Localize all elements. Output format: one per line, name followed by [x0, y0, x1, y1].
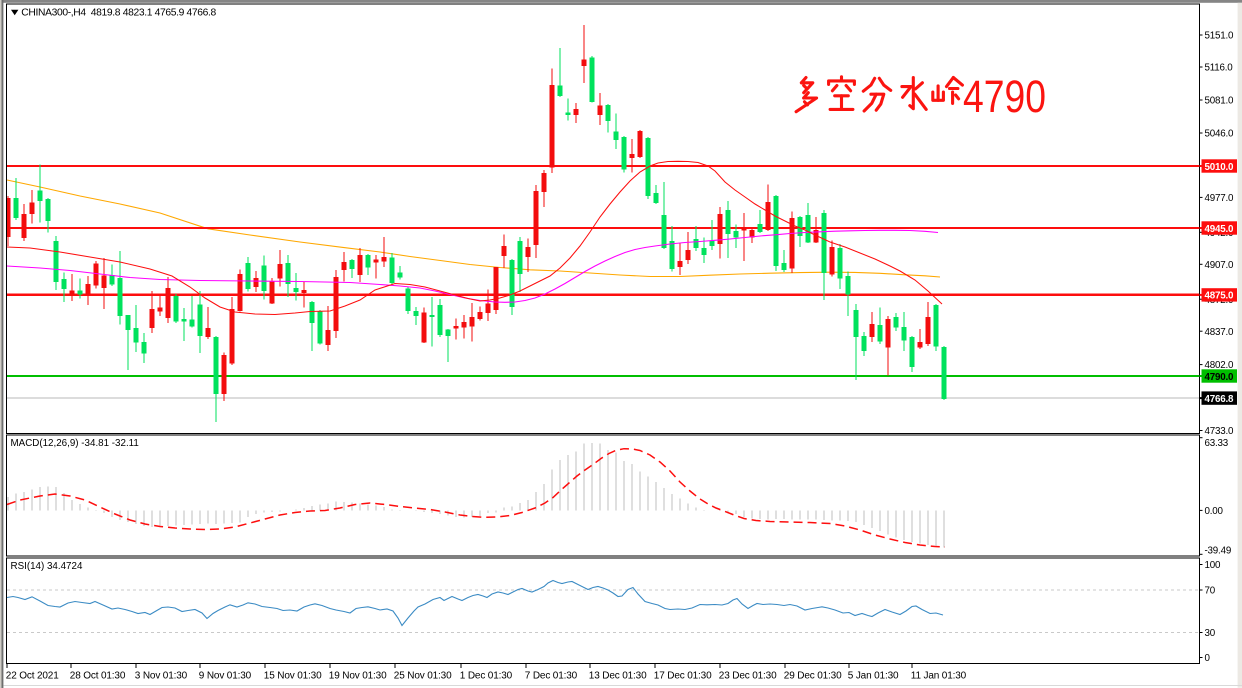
svg-text:7 Dec 01:30: 7 Dec 01:30	[525, 670, 578, 681]
svg-text:25 Nov 01:30: 25 Nov 01:30	[394, 670, 452, 681]
svg-text:63.33: 63.33	[1205, 438, 1229, 449]
svg-text:CHINA300-,H4 4819.8 4823.1 47: CHINA300-,H4 4819.8 4823.1 4765.9 4766.8	[21, 7, 216, 18]
svg-text:4733.0: 4733.0	[1205, 426, 1235, 437]
svg-text:15 Nov 01:30: 15 Nov 01:30	[264, 670, 322, 681]
svg-text:30: 30	[1205, 628, 1216, 639]
svg-text:4837.0: 4837.0	[1205, 327, 1235, 338]
svg-text:5 Jan 01:30: 5 Jan 01:30	[848, 670, 899, 681]
svg-text:19 Nov 01:30: 19 Nov 01:30	[329, 670, 387, 681]
svg-text:0: 0	[1205, 653, 1211, 664]
svg-text:5010.0: 5010.0	[1205, 162, 1235, 173]
svg-text:4790: 4790	[963, 71, 1046, 122]
svg-text:0.00: 0.00	[1205, 506, 1224, 517]
svg-text:11 Jan 01:30: 11 Jan 01:30	[911, 670, 967, 681]
svg-text:4766.8: 4766.8	[1205, 394, 1235, 405]
svg-text:23 Dec 01:30: 23 Dec 01:30	[719, 670, 777, 681]
svg-text:4977.0: 4977.0	[1205, 193, 1235, 204]
svg-text:70: 70	[1205, 586, 1216, 597]
svg-text:5151.0: 5151.0	[1205, 31, 1235, 42]
svg-text:22 Oct 2021: 22 Oct 2021	[6, 670, 59, 681]
svg-text:17 Dec 01:30: 17 Dec 01:30	[654, 670, 712, 681]
svg-text:100: 100	[1205, 560, 1221, 571]
svg-text:-39.49: -39.49	[1205, 546, 1232, 557]
svg-text:5046.0: 5046.0	[1205, 129, 1235, 140]
svg-text:4790.0: 4790.0	[1205, 372, 1235, 383]
svg-text:3 Nov 01:30: 3 Nov 01:30	[135, 670, 188, 681]
svg-text:4907.0: 4907.0	[1205, 260, 1235, 271]
svg-text:4945.0: 4945.0	[1205, 224, 1235, 235]
svg-text:4802.0: 4802.0	[1205, 360, 1235, 371]
svg-text:1 Dec 01:30: 1 Dec 01:30	[460, 670, 513, 681]
svg-text:9 Nov 01:30: 9 Nov 01:30	[199, 670, 252, 681]
svg-text:5081.0: 5081.0	[1205, 96, 1235, 107]
svg-text:RSI(14) 34.4724: RSI(14) 34.4724	[11, 561, 83, 572]
svg-text:5116.0: 5116.0	[1205, 63, 1234, 74]
svg-text:4875.0: 4875.0	[1205, 291, 1235, 302]
svg-text:28 Oct 01:30: 28 Oct 01:30	[70, 670, 126, 681]
svg-text:13 Dec 01:30: 13 Dec 01:30	[589, 670, 647, 681]
svg-text:29 Dec 01:30: 29 Dec 01:30	[784, 670, 842, 681]
svg-text:MACD(12,26,9) -34.81 -32.11: MACD(12,26,9) -34.81 -32.11	[11, 438, 139, 449]
